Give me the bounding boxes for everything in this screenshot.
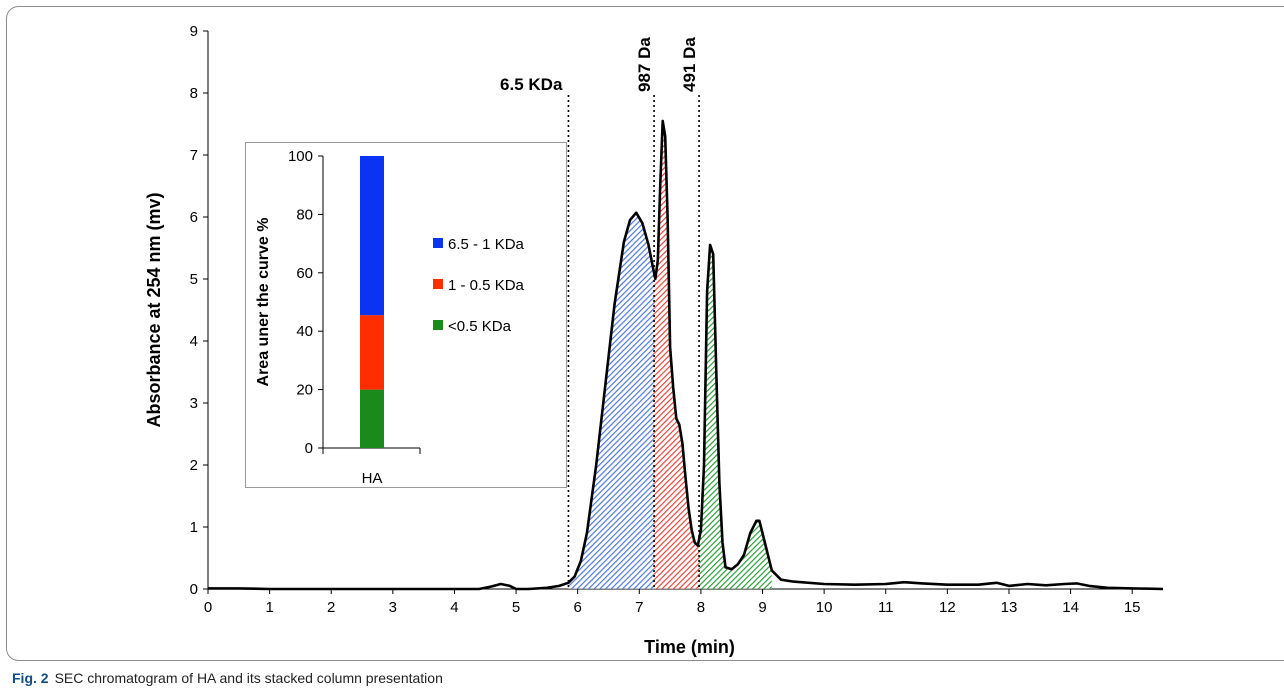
legend-swatch-mid	[433, 279, 443, 289]
x-tick-label: 14	[1062, 599, 1079, 616]
marker-label-2: 987 Da	[635, 37, 654, 92]
x-tick-label: 8	[697, 599, 705, 616]
x-tick-label: 4	[450, 599, 458, 616]
caption-text: SEC chromatogram of HA and its stacked c…	[54, 670, 443, 686]
x-tick-label: 2	[327, 599, 335, 616]
outer-frame-border	[6, 6, 1284, 661]
y-tick-label: 3	[190, 395, 198, 412]
chromatogram-curve	[208, 119, 1164, 591]
stacked-bar-segment-low	[360, 389, 384, 448]
stacked-bar-segment-mid	[360, 315, 384, 390]
shaded-region-low	[699, 244, 772, 589]
x-tick-label: 13	[1001, 599, 1018, 616]
y-tick-label: 1	[190, 519, 198, 536]
inset-y-tick-label: 60	[296, 265, 313, 282]
legend-swatch-low	[433, 320, 443, 330]
y-axis-title: Absorbance at 254 nm (mv)	[144, 192, 164, 427]
legend-label-mid: 1 - 0.5 KDa	[448, 277, 525, 294]
inset-y-tick-label: 0	[305, 440, 313, 457]
caption-label: Fig. 2	[12, 670, 49, 686]
x-tick-label: 5	[512, 599, 520, 616]
y-tick-label: 8	[190, 85, 198, 102]
y-tick-label: 2	[190, 457, 198, 474]
x-tick-label: 0	[204, 599, 212, 616]
x-tick-label: 3	[389, 599, 397, 616]
y-tick-label: 4	[190, 333, 198, 350]
legend-swatch-high	[433, 238, 443, 248]
marker-label-1: 6.5 KDa	[500, 75, 563, 94]
inset-y-tick-label: 100	[288, 148, 313, 165]
y-tick-label: 6	[190, 209, 198, 226]
x-tick-label: 15	[1124, 599, 1141, 616]
x-tick-label: 10	[816, 599, 833, 616]
shaded-region-mid	[654, 120, 700, 590]
x-tick-label: 7	[635, 599, 643, 616]
shaded-region-high	[568, 212, 655, 589]
y-tick-label: 0	[190, 581, 198, 598]
y-tick-label: 9	[190, 23, 198, 40]
stacked-bar-segment-high	[360, 156, 384, 316]
legend-label-low: <0.5 KDa	[448, 318, 512, 335]
inset-y-tick-label: 20	[296, 382, 313, 399]
marker-label-3: 491 Da	[680, 37, 699, 92]
x-tick-label: 6	[574, 599, 582, 616]
inset-y-axis-title: Area uner the curve %	[255, 218, 272, 387]
legend-label-high: 6.5 - 1 KDa	[448, 236, 525, 253]
inset-y-tick-label: 80	[296, 206, 313, 223]
y-tick-label: 7	[190, 147, 198, 164]
figure-caption: Fig. 2 SEC chromatogram of HA and its sta…	[12, 670, 443, 686]
x-tick-label: 11	[878, 599, 894, 616]
x-tick-label: 12	[939, 599, 956, 616]
inset-box	[245, 142, 567, 488]
x-tick-label: 1	[265, 599, 273, 616]
x-axis-title: Time (min)	[644, 637, 735, 657]
x-tick-label: 9	[758, 599, 766, 616]
inset-y-tick-label: 40	[296, 323, 313, 340]
y-tick-label: 5	[190, 271, 198, 288]
inset-category-label: HA	[362, 470, 383, 487]
